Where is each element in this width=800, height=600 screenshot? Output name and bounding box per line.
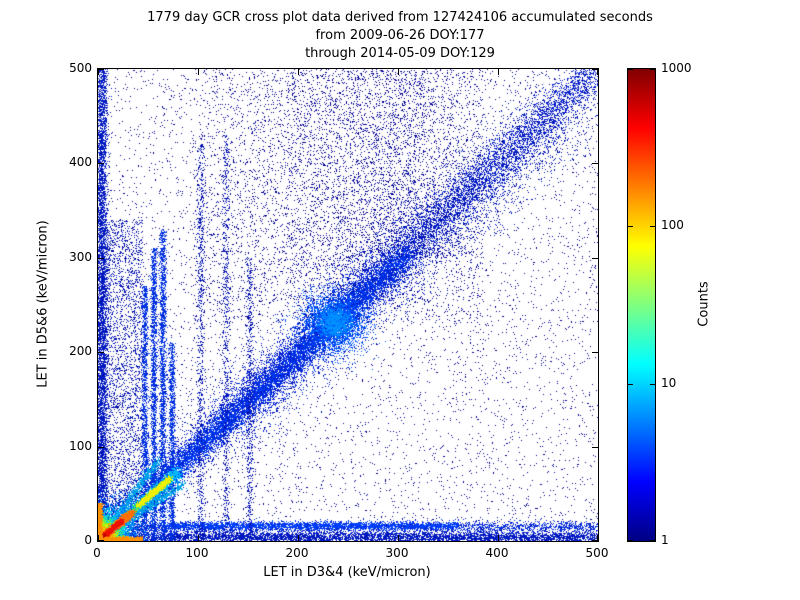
colorbar [627,68,656,542]
colorbar-tick-mark [628,226,633,228]
x-tick-mark [498,535,499,541]
y-tick-label: 100 [69,438,92,453]
y-tick-mark [592,540,598,541]
x-tick-mark [298,69,299,75]
x-tick-mark [98,69,99,75]
colorbar-tick-label: 1 [661,533,669,547]
x-tick-mark [398,69,399,75]
x-tick-label: 100 [185,546,209,560]
y-tick-mark [592,446,598,448]
x-tick-label: 0 [93,546,101,560]
y-tick-mark [592,352,598,354]
y-tick-mark [98,352,104,354]
y-tick-mark [98,446,104,448]
y-tick-label: 500 [69,61,92,75]
colorbar-tick-mark [628,383,633,385]
y-tick-mark [98,69,104,70]
colorbar-tick-mark [650,540,655,541]
y-tick-mark [98,540,104,541]
x-tick-mark [298,535,299,541]
colorbar-tick-mark [650,226,655,228]
y-axis-label: LET in D5&6 (keV/micron) [35,220,51,388]
title-line-2: from 2009-06-26 DOY:177 [315,28,485,43]
colorbar-tick-mark [650,383,655,385]
y-tick-mark [592,69,598,70]
x-tick-label: 200 [285,546,309,560]
colorbar-tick-label: 100 [661,218,684,233]
y-tick-mark [98,163,104,165]
y-tick-label: 200 [69,344,92,359]
x-tick-mark [597,69,598,75]
chart-title: 1779 day GCR cross plot data derived fro… [0,9,800,63]
colorbar-tick-label: 10 [661,375,677,390]
y-tick-label: 300 [69,249,92,264]
plot-area [97,68,599,542]
x-tick-mark [198,535,199,541]
x-tick-mark [597,535,598,541]
y-tick-mark [592,163,598,165]
colorbar-tick-mark [628,69,633,70]
x-tick-label: 500 [585,546,609,560]
x-tick-label: 300 [385,546,409,560]
x-tick-mark [198,69,199,75]
colorbar-label: Counts [696,281,712,327]
x-tick-mark [98,535,99,541]
colorbar-tick-label: 1000 [661,61,692,75]
title-line-1: 1779 day GCR cross plot data derived fro… [147,10,653,25]
colorbar-tick-mark [628,540,633,541]
y-tick-label: 400 [69,155,92,170]
x-axis-label: LET in D3&4 (keV/micron) [263,565,431,580]
title-line-3: through 2014-05-09 DOY:129 [305,46,495,61]
y-tick-mark [592,257,598,259]
y-tick-mark [98,257,104,259]
colorbar-tick-mark [650,69,655,70]
scatter-canvas [98,69,598,541]
x-tick-mark [498,69,499,75]
x-tick-label: 400 [485,546,509,560]
y-tick-label: 0 [84,533,92,547]
x-tick-mark [398,535,399,541]
